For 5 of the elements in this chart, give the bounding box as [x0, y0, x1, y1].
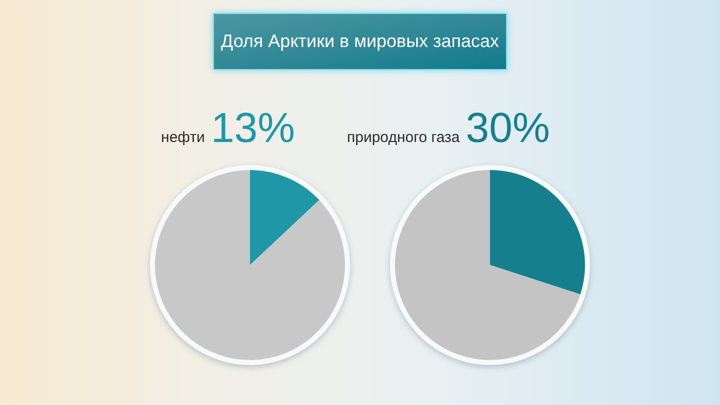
data-label: 13% — [210, 104, 295, 151]
text: природного газа — [347, 129, 460, 146]
text: Доля Арктики в мировых запасах — [220, 31, 500, 52]
data-label: 30% — [466, 104, 550, 151]
text: нефти — [161, 129, 205, 146]
